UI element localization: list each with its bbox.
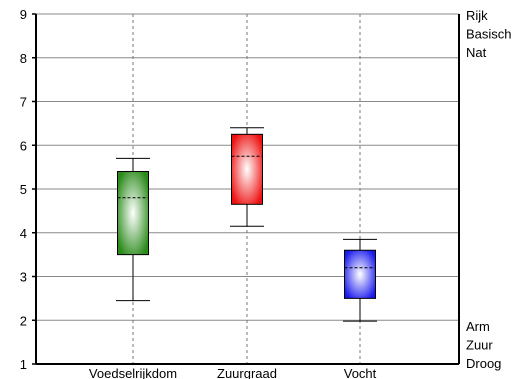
y-tick-label: 8 xyxy=(20,51,27,66)
box-iqr xyxy=(344,249,376,299)
x-category-label: Vocht xyxy=(344,366,377,379)
labels: 1 2 3 4 5 6 7 8 9 Voedselrijkdom Zuurgraad Vocht Rij… xyxy=(20,7,512,379)
y-tick-label: 6 xyxy=(20,138,27,153)
top-end-label: Rijk xyxy=(466,8,488,23)
y-tick-label: 4 xyxy=(20,226,27,241)
top-end-label: Basisch xyxy=(466,27,512,42)
y-tick-label: 1 xyxy=(20,357,27,372)
box-zuurgraad xyxy=(230,127,264,227)
axes xyxy=(32,13,460,365)
top-end-label: Nat xyxy=(466,45,487,60)
box-iqr xyxy=(117,171,149,256)
y-tick-label: 7 xyxy=(20,95,27,110)
y-tick-label: 3 xyxy=(20,270,27,285)
bottom-end-label: Zuur xyxy=(466,338,493,353)
x-category-label: Voedselrijkdom xyxy=(89,366,177,379)
bottom-end-label: Droog xyxy=(466,356,501,371)
box-voedselrijkdom xyxy=(116,157,150,302)
y-tick-label: 9 xyxy=(20,7,27,22)
bottom-end-label: Arm xyxy=(466,319,490,334)
y-tick-label: 2 xyxy=(20,313,27,328)
x-category-label: Zuurgraad xyxy=(217,366,277,379)
y-tick-label: 5 xyxy=(20,182,27,197)
box-iqr xyxy=(231,133,263,205)
boxes xyxy=(116,127,377,322)
box-vocht xyxy=(343,238,377,322)
